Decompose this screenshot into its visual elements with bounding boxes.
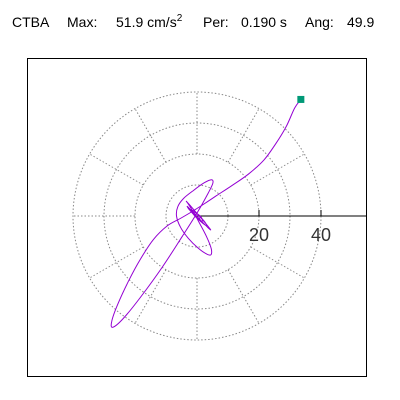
title-row: CTBA Max: 51.9 cm/s2 Per: 0.190 s Ang: 4… [0,14,400,38]
period-value: 0.190 s [241,14,287,30]
max-value-number: 51.9 [116,14,144,30]
max-label: Max: [67,14,98,30]
x-tick-label-20: 20 [249,225,269,245]
max-unit-exponent: 2 [176,13,183,24]
grid-spoke-300 [227,269,260,324]
station-code: CTBA [12,14,50,30]
radial-axis: 20 40 [197,210,366,245]
grid-spoke-210 [89,246,144,279]
grid-spoke-330 [250,246,305,279]
particle-trace [110,99,302,328]
grid-spoke-240 [134,269,167,324]
max-value: 51.9 cm/s2 [116,13,183,31]
max-unit-base: cm/s [147,14,177,30]
angle-label: Ang: [305,14,334,30]
x-tick-label-40: 40 [311,225,331,245]
trace-layer [110,95,305,328]
start-marker [297,95,305,103]
angle-value: 49.9 [347,14,375,30]
grid-spoke-60 [227,108,260,163]
grid-spoke-30 [250,153,305,186]
plot-frame [27,58,367,377]
period-label: Per: [203,14,229,30]
